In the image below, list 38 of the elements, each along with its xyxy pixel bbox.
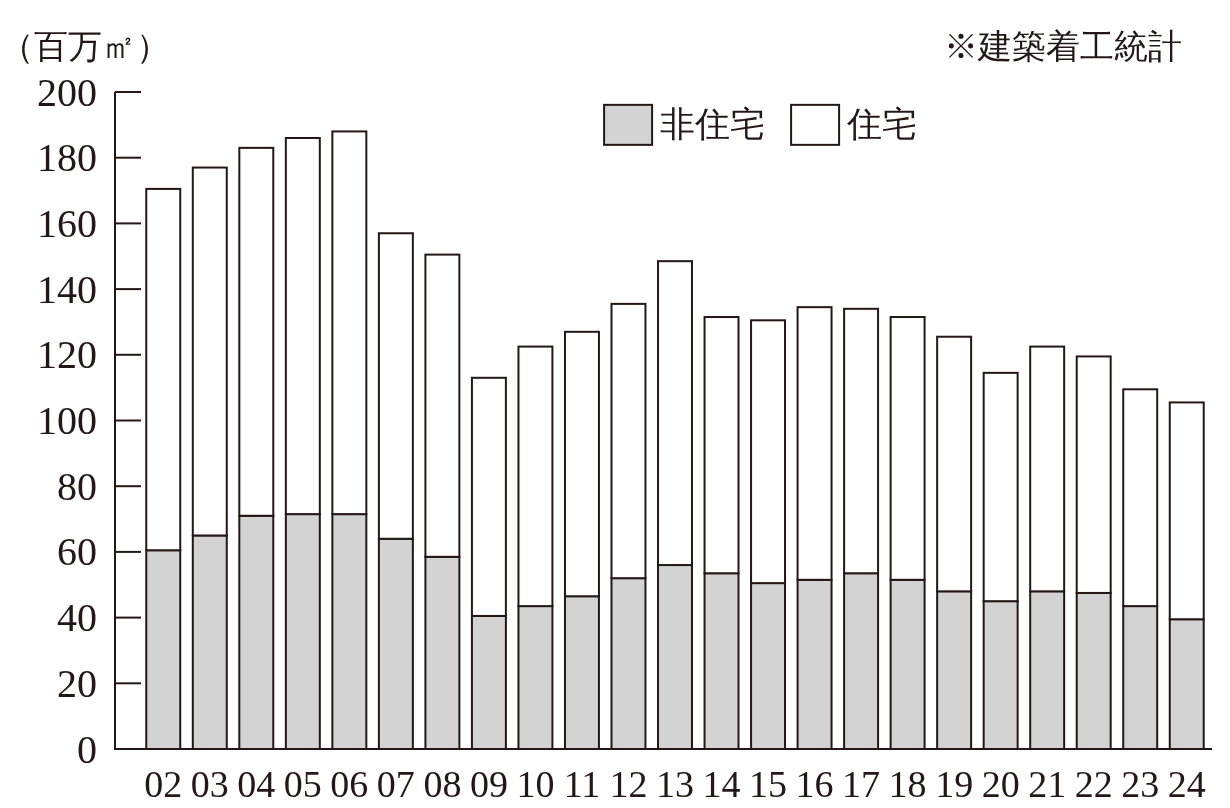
x-tick-label: 03 (190, 763, 229, 805)
legend-label: 住宅 (846, 105, 918, 145)
x-tick-label: 20 (981, 763, 1020, 805)
y-tick-label: 160 (37, 200, 97, 246)
x-tick-label: 16 (795, 763, 834, 805)
y-tick-label: 200 (37, 69, 97, 115)
y-axis-title: （百万㎡） (0, 27, 170, 65)
legend-label: 非住宅 (660, 105, 766, 145)
x-tick-label: 10 (516, 763, 555, 805)
x-tick-label: 21 (1028, 763, 1067, 805)
x-tick-label: 08 (423, 763, 462, 805)
y-tick-label: 60 (57, 529, 97, 575)
x-tick-label: 06 (330, 763, 369, 805)
y-tick-label: 80 (57, 463, 97, 509)
x-tick-label: 19 (935, 763, 974, 805)
x-tick-label: 14 (702, 763, 741, 805)
y-tick-label: 0 (77, 726, 97, 772)
x-tick-label: 18 (888, 763, 927, 805)
x-tick-label: 15 (749, 763, 788, 805)
x-tick-label: 24 (1167, 763, 1206, 805)
x-tick-label: 13 (656, 763, 694, 805)
x-tick-label: 23 (1121, 763, 1160, 805)
y-tick-label: 40 (57, 595, 97, 641)
x-tick-label: 09 (469, 763, 508, 805)
x-tick-label: 07 (376, 763, 415, 805)
x-tick-label: 02 (144, 763, 183, 805)
text: ※建築着工統計 (944, 27, 1182, 65)
y-tick-label: 20 (57, 660, 97, 706)
x-tick-label: 12 (609, 763, 648, 805)
y-tick-label: 120 (37, 332, 97, 378)
x-tick-label: 22 (1074, 763, 1113, 805)
x-tick-label: 05 (283, 763, 322, 805)
x-tick-label: 11 (563, 763, 601, 805)
y-tick-label: 180 (37, 135, 97, 181)
y-tick-label: 100 (37, 398, 97, 443)
x-tick-label: 04 (237, 763, 276, 805)
x-tick-label: 17 (842, 763, 881, 805)
y-tick-label: 140 (37, 266, 97, 312)
